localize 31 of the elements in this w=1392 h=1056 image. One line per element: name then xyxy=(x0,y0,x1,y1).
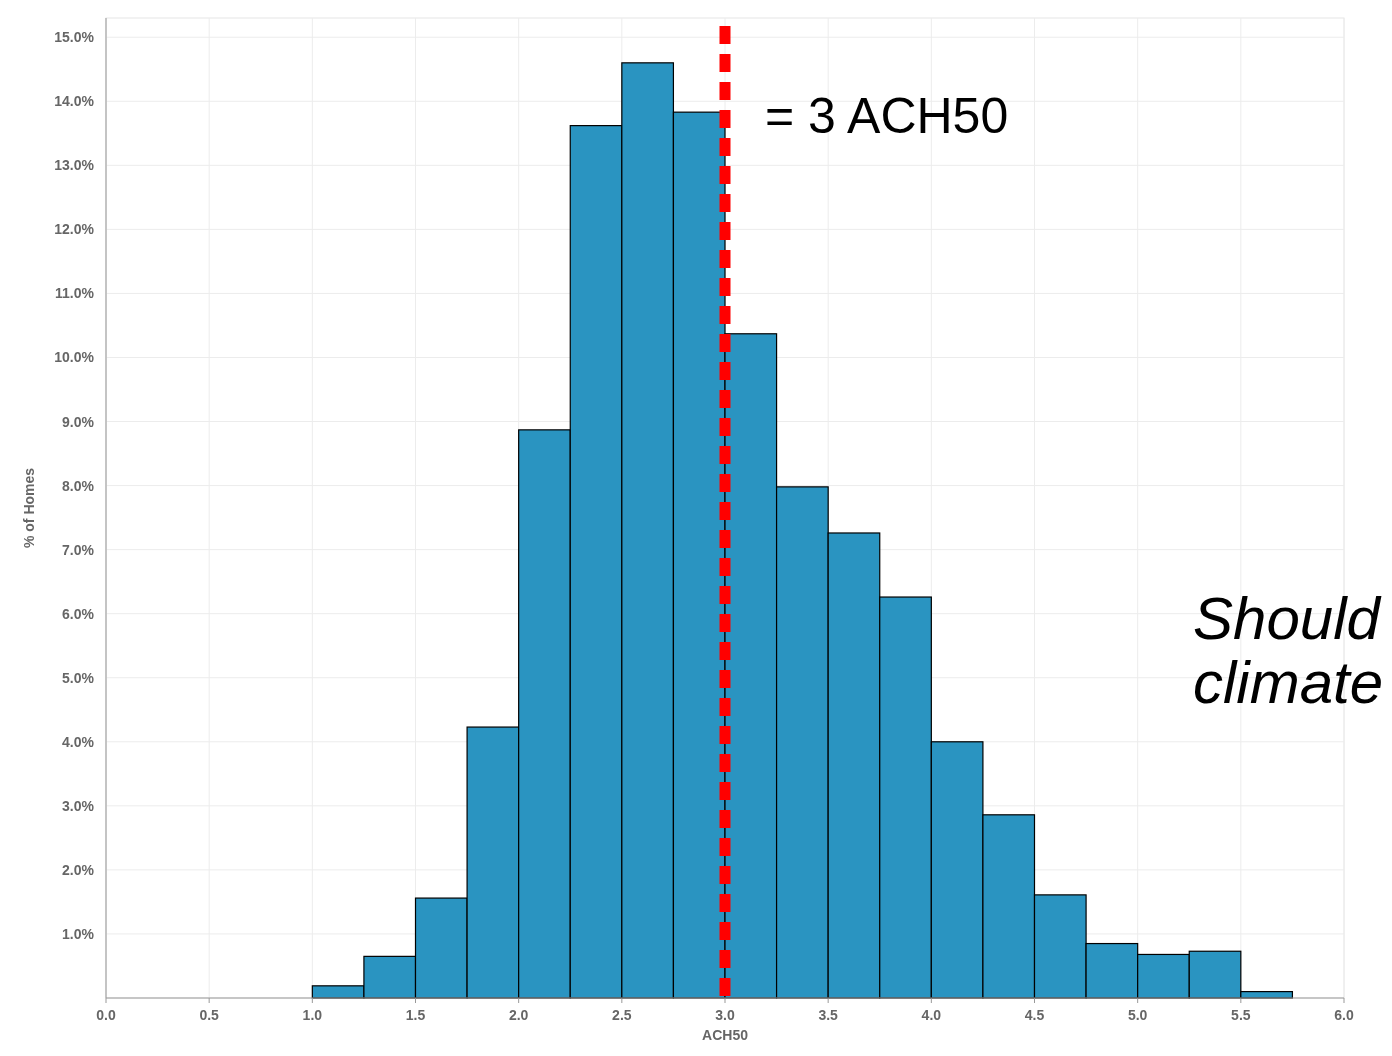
y-tick-label: 14.0% xyxy=(54,93,95,110)
x-tick-label: 5.0 xyxy=(1127,1007,1148,1023)
x-tick-label: 0.5 xyxy=(199,1007,220,1023)
y-tick-label: 7.0% xyxy=(62,541,95,558)
x-tick-label: 3.5 xyxy=(818,1007,839,1023)
y-tick-label: 3.0% xyxy=(62,797,95,814)
x-tick-label: 0.0 xyxy=(96,1007,116,1023)
y-axis-title: % of Homes xyxy=(21,467,37,549)
y-tick-label: 10.0% xyxy=(54,349,95,366)
x-tick-label: 1.5 xyxy=(405,1007,426,1023)
x-tick-label: 1.0 xyxy=(302,1007,323,1023)
x-tick-label: 2.0 xyxy=(508,1007,529,1023)
y-tick-label: 12.0% xyxy=(54,221,95,238)
x-tick-label: 5.5 xyxy=(1231,1007,1251,1023)
x-axis-title: ACH50 xyxy=(702,1027,749,1043)
x-tick-label: 6.0 xyxy=(1334,1007,1354,1023)
y-tick-label: 2.0% xyxy=(62,861,95,878)
ref-line-label: = 3 ACH50 xyxy=(765,88,1009,145)
y-tick-label: 8.0% xyxy=(62,477,95,494)
y-tick-label: 5.0% xyxy=(62,669,95,686)
y-tick-label: 13.0% xyxy=(54,157,95,174)
x-tick-label: 2.5 xyxy=(612,1007,632,1023)
y-tick-label: 4.0% xyxy=(62,733,95,750)
x-tick-label: 4.5 xyxy=(1024,1007,1045,1023)
x-tick-label: 3.0 xyxy=(715,1007,735,1023)
x-tick-label: 4.0 xyxy=(921,1007,942,1023)
y-tick-label: 11.0% xyxy=(55,285,95,302)
y-tick-label: 1.0% xyxy=(62,925,95,942)
y-tick-label: 9.0% xyxy=(62,413,95,430)
y-tick-label: 6.0% xyxy=(62,605,95,622)
y-tick-label: 15.0% xyxy=(54,29,95,46)
